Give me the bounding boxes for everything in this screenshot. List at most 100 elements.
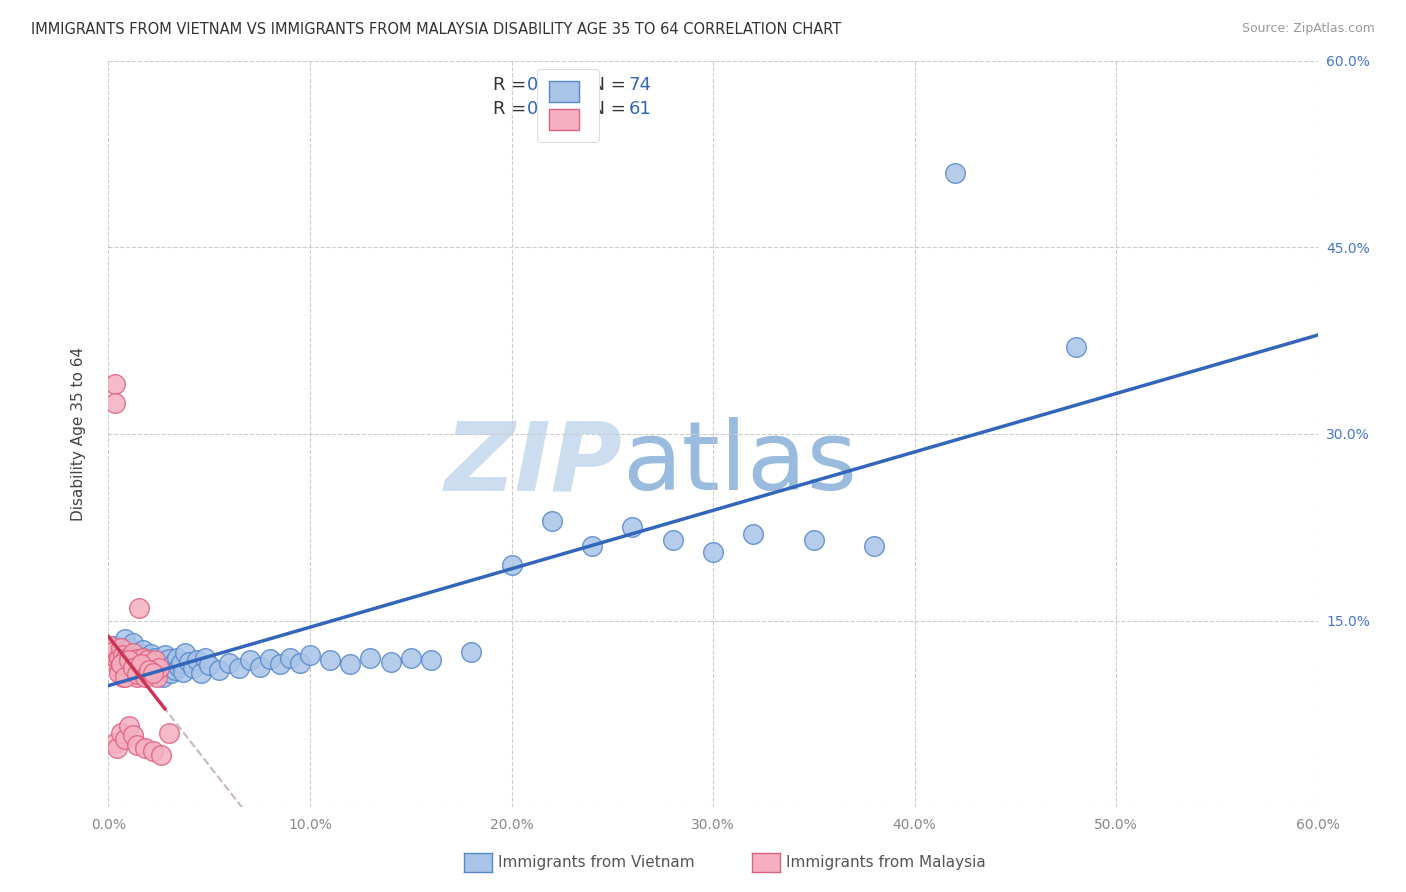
Point (359, 651, 381, 665)
Point (125, 667, 148, 681)
Point (111, 670, 134, 684)
Point (138, 656, 160, 670)
Point (110, 657, 132, 672)
Point (121, 636, 143, 650)
Point (117, 653, 139, 667)
Point (143, 653, 166, 667)
Point (943, 166, 966, 180)
Point (249, 659, 271, 673)
Point (134, 659, 156, 673)
Point (114, 731, 136, 746)
Point (198, 658, 221, 673)
Point (419, 653, 441, 667)
Point (138, 665, 160, 680)
Point (228, 661, 250, 675)
Text: Immigrants from Vietnam: Immigrants from Vietnam (498, 855, 695, 870)
Text: N =: N = (581, 100, 631, 118)
Point (124, 661, 146, 675)
Point (100, 639, 122, 653)
Text: atlas: atlas (623, 417, 858, 510)
Point (114, 652, 136, 666)
Point (129, 665, 152, 680)
Point (111, 651, 134, 665)
Text: Immigrants from Malaysia: Immigrants from Malaysia (786, 855, 986, 870)
Point (134, 740, 156, 755)
Y-axis label: Disability Age 35 to 64: Disability Age 35 to 64 (72, 347, 86, 521)
Point (124, 657, 146, 672)
Point (160, 665, 183, 680)
Point (120, 648, 142, 663)
Point (110, 640, 132, 655)
Text: 61: 61 (628, 100, 651, 118)
Point (702, 545, 724, 559)
Point (117, 719, 139, 733)
Text: R =: R = (494, 100, 531, 118)
Point (1064, 340, 1087, 354)
Point (105, 653, 128, 667)
Point (149, 747, 172, 762)
Point (107, 661, 129, 675)
Point (110, 657, 132, 672)
Point (142, 665, 165, 680)
Text: Source: ZipAtlas.com: Source: ZipAtlas.com (1241, 22, 1375, 36)
Point (269, 657, 291, 672)
Point (139, 657, 162, 672)
Point (134, 670, 156, 684)
Point (142, 744, 165, 758)
Point (103, 377, 125, 392)
Point (117, 651, 139, 665)
Point (259, 652, 281, 666)
Text: R =: R = (494, 77, 531, 95)
Point (103, 396, 125, 410)
Point (110, 725, 132, 739)
Text: N =: N = (581, 77, 631, 95)
Point (125, 738, 148, 752)
Point (138, 661, 160, 675)
Point (174, 646, 197, 660)
Point (339, 657, 361, 672)
Point (128, 646, 150, 660)
Point (166, 651, 188, 665)
Point (129, 655, 152, 669)
Point (662, 533, 685, 547)
Point (186, 653, 208, 667)
Point (143, 651, 166, 665)
Point (103, 735, 125, 749)
Point (121, 665, 143, 680)
Point (319, 653, 342, 667)
Point (115, 653, 138, 667)
Point (218, 656, 240, 670)
Point (148, 661, 170, 675)
Point (120, 664, 142, 678)
Point (581, 539, 603, 553)
Point (194, 651, 217, 665)
Point (156, 658, 179, 673)
Point (162, 657, 184, 672)
Point (120, 653, 142, 667)
Point (163, 664, 186, 678)
Point (181, 661, 204, 675)
Point (117, 661, 139, 675)
Point (107, 665, 129, 680)
Point (121, 728, 143, 742)
Text: 0.361: 0.361 (527, 100, 578, 118)
Point (540, 514, 562, 528)
Point (742, 526, 765, 541)
Point (152, 670, 174, 684)
Point (103, 639, 125, 653)
Point (278, 651, 301, 665)
Point (167, 659, 190, 673)
Point (107, 645, 129, 659)
Point (298, 648, 321, 663)
Point (142, 664, 165, 678)
Point (170, 656, 193, 670)
Point (132, 643, 155, 657)
Point (105, 740, 128, 755)
Point (190, 665, 212, 680)
Point (121, 646, 143, 660)
Legend: , : , (537, 69, 599, 142)
Text: 0.393: 0.393 (527, 77, 578, 95)
Point (138, 665, 160, 680)
Point (288, 656, 311, 670)
Point (107, 651, 129, 665)
